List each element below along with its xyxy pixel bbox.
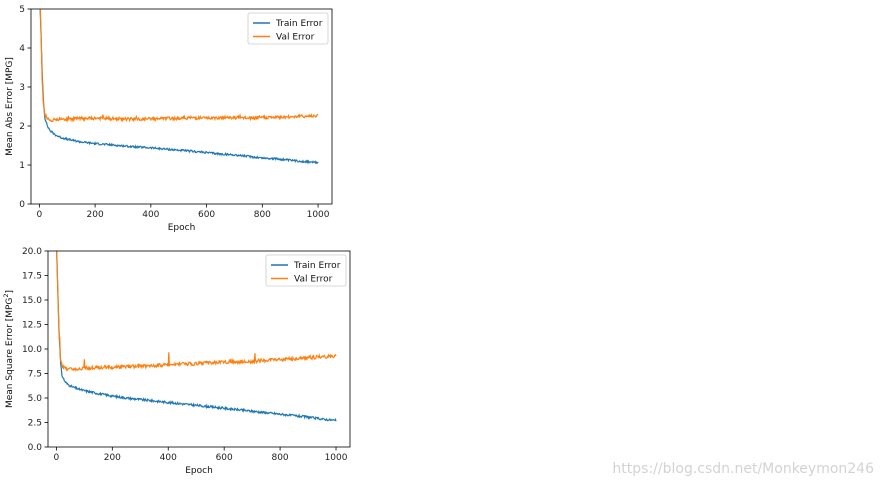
x-tick-label: 600 bbox=[198, 210, 215, 220]
legend-entry: Train Error bbox=[275, 19, 323, 29]
series-line-val-error bbox=[56, 251, 337, 373]
legend-entry: Val Error bbox=[276, 33, 315, 43]
y-tick-label: 5.0 bbox=[28, 394, 43, 404]
x-tick-label: 0 bbox=[36, 210, 42, 220]
x-tick-label: 200 bbox=[87, 210, 104, 220]
y-tick-label: 1 bbox=[19, 161, 25, 171]
y-tick-label: 12.5 bbox=[22, 321, 42, 331]
y-tick-label: 20.0 bbox=[22, 247, 42, 257]
y-axis-label: Mean Square Error [MPG2] bbox=[2, 290, 15, 408]
y-tick-label: 2 bbox=[19, 122, 25, 132]
series-line-val-error bbox=[39, 9, 319, 123]
plot-frame bbox=[30, 8, 333, 205]
x-tick-label: 800 bbox=[271, 453, 288, 463]
x-axis-label: Epoch bbox=[185, 466, 213, 476]
legend: Train Error Val Error bbox=[265, 254, 347, 287]
y-tick-label: 5 bbox=[19, 5, 25, 15]
y-tick-label: 3 bbox=[19, 83, 25, 93]
y-tick-label: 7.5 bbox=[28, 370, 42, 380]
watermark: https://blog.csdn.net/Monkeymon246 bbox=[612, 461, 874, 477]
x-tick-label: 200 bbox=[104, 453, 121, 463]
y-tick-label: 4 bbox=[19, 44, 25, 54]
mae-chart: 0 200 400 600 800 1000 0 1 2 3 4 5 Epoch Mean Abs Err… bbox=[5, 5, 333, 233]
y-tick-label: 10.0 bbox=[22, 345, 42, 355]
mse-chart: 0 200 400 600 800 1000 0.0 2.5 5.0 7.5 10.0 12.5 15.… bbox=[2, 247, 351, 476]
legend-entry: Val Error bbox=[294, 275, 333, 285]
y-tick-label: 17.5 bbox=[22, 272, 42, 282]
x-tick-label: 400 bbox=[160, 453, 177, 463]
x-axis-label: Epoch bbox=[168, 223, 196, 233]
series-line-train-error bbox=[39, 9, 319, 165]
x-tick-label: 1000 bbox=[325, 453, 348, 463]
x-tick-label: 800 bbox=[254, 210, 271, 220]
series-line-train-error bbox=[56, 251, 337, 422]
y-tick-label: 0 bbox=[19, 200, 25, 210]
x-tick-label: 1000 bbox=[307, 210, 330, 220]
y-axis-label: Mean Abs Error [MPG] bbox=[5, 57, 15, 156]
x-tick-label: 0 bbox=[54, 453, 60, 463]
legend-entry: Train Error bbox=[293, 261, 341, 271]
legend: Train Error Val Error bbox=[247, 12, 329, 45]
y-tick-label: 0.0 bbox=[28, 443, 43, 453]
x-tick-label: 400 bbox=[142, 210, 159, 220]
x-tick-label: 600 bbox=[216, 453, 233, 463]
y-tick-label: 15.0 bbox=[22, 296, 42, 306]
y-tick-label: 2.5 bbox=[28, 419, 42, 429]
